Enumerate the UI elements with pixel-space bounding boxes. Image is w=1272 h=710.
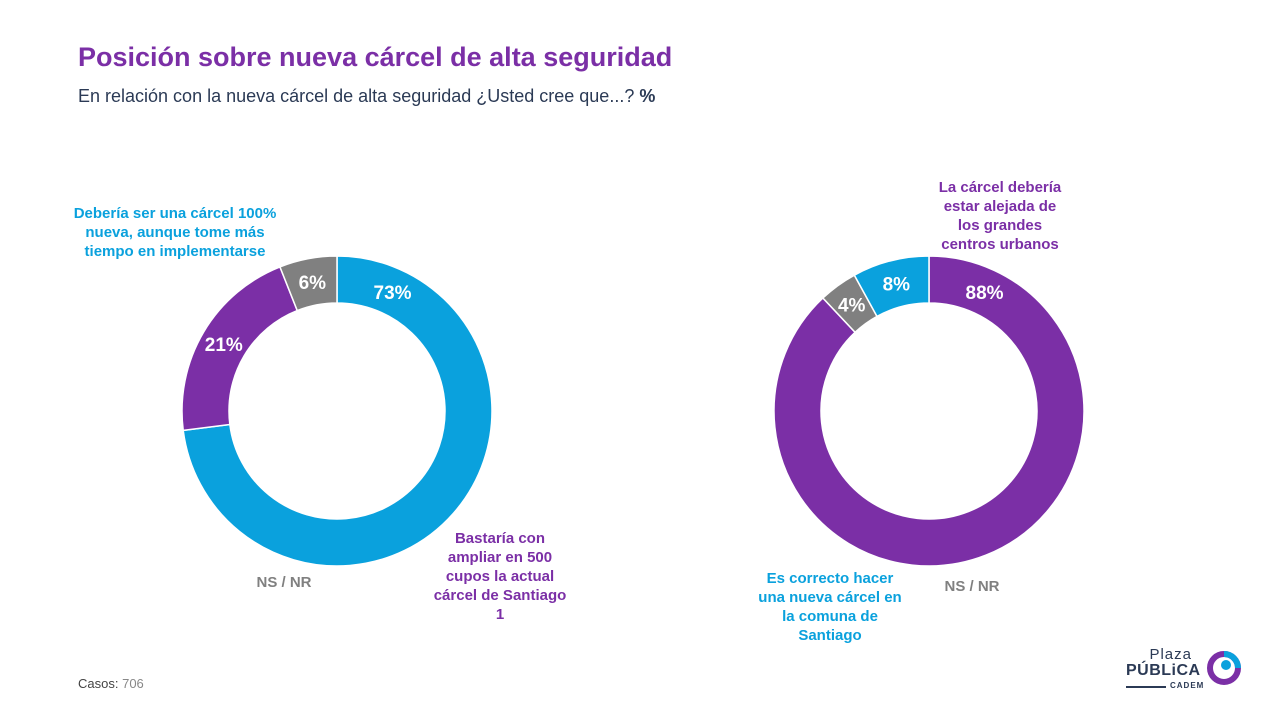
page-title: Posición sobre nueva cárcel de alta segu…	[78, 42, 673, 72]
logo-line2: PÚBLiCA	[1126, 662, 1201, 679]
subtitle-text: En relación con la nueva cárcel de alta …	[78, 86, 635, 106]
logo-swirl-icon	[1207, 651, 1241, 685]
chart2-value-label-2: 4%	[838, 296, 866, 317]
logo-line3: CADEM	[1170, 681, 1205, 690]
plaza-publica-logo: Plaza PÚBLiCA CADEM	[1124, 646, 1244, 692]
chart1-label-nsnr: NS / NR	[256, 574, 312, 591]
cases-label: Casos	[78, 676, 115, 691]
chart2-slice-1	[773, 255, 1085, 567]
subtitle-unit: %	[639, 86, 656, 106]
chart1-value-label-3: 6%	[299, 273, 327, 294]
chart2-slice-3	[853, 255, 930, 318]
chart1-slice-1	[182, 255, 493, 567]
logo-line1: Plaza	[1149, 646, 1192, 663]
chart2-label-santiago: Es correcto hacer una nueva cárcel en la…	[758, 570, 902, 644]
cases-footer: Casos: 706	[78, 676, 144, 691]
logo-underline	[1126, 686, 1166, 688]
chart2-value-label-1: 88%	[966, 283, 1004, 304]
page-subtitle: En relación con la nueva cárcel de alta …	[78, 86, 655, 107]
chart1-slice-3	[278, 255, 338, 312]
chart1-value-label-2: 21%	[205, 335, 243, 356]
chart2-label-far-from-cities: La cárcel debería estar alejada de los g…	[938, 179, 1062, 253]
chart2-label-nsnr: NS / NR	[944, 578, 1000, 595]
chart1-label-expand: Bastaría con ampliar en 500 cupos la act…	[433, 530, 567, 623]
cases-value: 706	[122, 676, 144, 691]
chart2-value-label-3: 8%	[883, 275, 911, 296]
chart1-value-label-1: 73%	[374, 283, 412, 304]
chart1-label-new-prison: Debería ser una cárcel 100% nueva, aunqu…	[73, 205, 277, 260]
